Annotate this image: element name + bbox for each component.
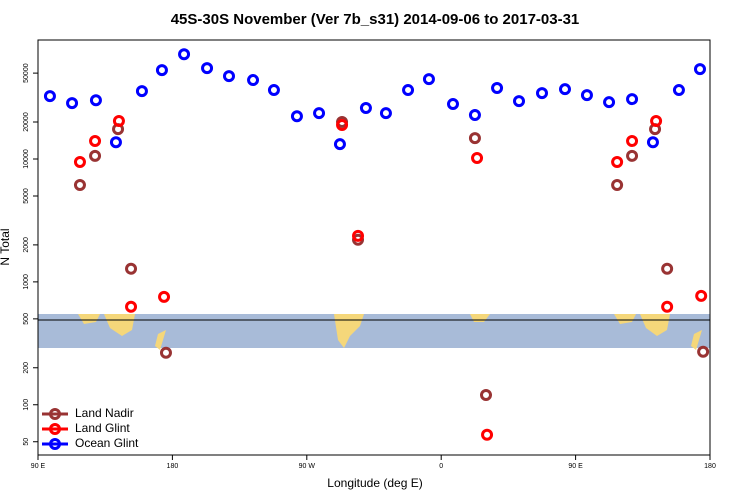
y-tick-label: 500 bbox=[23, 313, 30, 325]
point bbox=[89, 135, 102, 148]
legend-marker bbox=[49, 423, 61, 435]
map-background bbox=[38, 314, 710, 350]
point bbox=[558, 83, 571, 96]
point bbox=[109, 136, 122, 149]
point bbox=[359, 102, 372, 115]
legend-label: Land Nadir bbox=[75, 406, 134, 420]
x-tick-label: 90 W bbox=[299, 463, 316, 470]
chart-title: 45S-30S November (Ver 7b_s31) 2014-09-06… bbox=[171, 11, 580, 28]
point bbox=[402, 84, 415, 97]
point bbox=[73, 156, 86, 169]
point bbox=[89, 149, 102, 162]
x-tick-label: 180 bbox=[167, 463, 179, 470]
point bbox=[155, 64, 168, 77]
x-tick-label: 0 bbox=[439, 463, 443, 470]
point bbox=[159, 346, 172, 359]
x-tick-label: 180 bbox=[704, 463, 716, 470]
point bbox=[336, 119, 349, 132]
y-tick-label: 2000 bbox=[23, 237, 30, 253]
y-tick-label: 200 bbox=[23, 362, 30, 374]
point bbox=[313, 107, 326, 120]
point bbox=[267, 84, 280, 97]
y-axis-label: N Total bbox=[0, 228, 12, 265]
point bbox=[446, 98, 459, 111]
point bbox=[43, 90, 56, 103]
point bbox=[603, 96, 616, 109]
point bbox=[135, 85, 148, 98]
point bbox=[536, 87, 548, 100]
point bbox=[468, 132, 481, 145]
y-tick-label: 20000 bbox=[23, 112, 30, 132]
point bbox=[471, 151, 484, 164]
point bbox=[693, 63, 706, 76]
x-tick-label: 90 E bbox=[568, 463, 583, 470]
ocean-band bbox=[38, 314, 710, 348]
point bbox=[661, 262, 674, 275]
point bbox=[379, 107, 392, 120]
point bbox=[125, 300, 138, 313]
legend-label: Land Glint bbox=[75, 421, 130, 435]
point bbox=[626, 135, 639, 148]
y-tick-label: 50000 bbox=[23, 63, 30, 83]
point bbox=[491, 82, 504, 95]
point bbox=[333, 138, 346, 151]
legend-marker bbox=[49, 408, 61, 420]
point bbox=[580, 89, 593, 102]
y-tick-label: 10000 bbox=[23, 149, 30, 169]
point bbox=[422, 73, 435, 86]
point bbox=[66, 97, 79, 110]
point bbox=[201, 62, 214, 75]
point bbox=[513, 95, 526, 108]
point bbox=[626, 149, 639, 162]
plot-frame bbox=[37, 39, 711, 456]
point bbox=[611, 179, 624, 192]
y-tick-label: 5000 bbox=[23, 188, 30, 204]
point bbox=[480, 389, 492, 402]
point bbox=[158, 290, 171, 303]
point bbox=[352, 229, 365, 242]
point bbox=[672, 84, 685, 97]
point bbox=[650, 114, 663, 127]
point bbox=[352, 233, 365, 246]
point bbox=[468, 109, 481, 122]
x-axis-label: Longitude (deg E) bbox=[327, 476, 422, 490]
point bbox=[697, 345, 710, 358]
point bbox=[695, 289, 708, 302]
point bbox=[481, 428, 494, 441]
point bbox=[247, 74, 260, 87]
y-tick-label: 1000 bbox=[23, 274, 30, 290]
point bbox=[661, 300, 674, 313]
point bbox=[611, 156, 624, 169]
point bbox=[73, 179, 86, 192]
legend-marker bbox=[49, 438, 61, 450]
x-tick-label: 90 E bbox=[31, 463, 46, 470]
point bbox=[626, 93, 639, 106]
point bbox=[125, 262, 138, 275]
point bbox=[646, 136, 659, 149]
y-tick-label: 50 bbox=[23, 438, 30, 446]
point bbox=[112, 114, 125, 127]
legend-label: Ocean Glint bbox=[75, 436, 139, 450]
y-tick-label: 100 bbox=[23, 399, 30, 411]
point bbox=[89, 94, 102, 107]
point bbox=[290, 110, 303, 123]
point bbox=[222, 70, 235, 83]
point bbox=[178, 48, 191, 61]
